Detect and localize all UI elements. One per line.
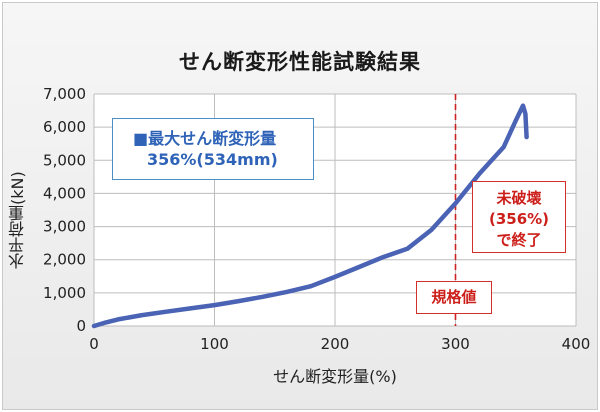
- x-tick-label: 200: [321, 335, 350, 353]
- y-tick-label: 6,000: [43, 118, 86, 136]
- grid: [93, 93, 577, 327]
- x-tick-label: 400: [562, 335, 591, 353]
- y-tick-label: 7,000: [43, 85, 86, 103]
- x-tick-label: 0: [89, 335, 99, 353]
- unbroken-box: 未破壊 (356%) で終了: [472, 181, 566, 253]
- y-tick-label: 1,000: [43, 284, 86, 302]
- series-line: [91, 103, 529, 329]
- standard-value-box: 規格値: [416, 281, 492, 314]
- chart-title: せん断変形性能試験結果: [179, 50, 421, 74]
- x-axis-label: せん断変形量(%): [273, 367, 397, 386]
- y-tick-label: 2,000: [43, 251, 86, 269]
- y-tick-label: 5,000: [43, 151, 86, 169]
- unbroken-line-3: で終了: [496, 231, 542, 249]
- unbroken-line-2: (356%): [488, 210, 550, 228]
- y-tick-label: 4,000: [43, 184, 86, 202]
- tick-labels: 0 1,000 2,000 3,000 4,000 5,000 6,000 7,000 0 100…: [43, 85, 590, 353]
- max-deformation-box: ■最大せん断変形量 356%(534mm): [112, 118, 314, 180]
- max-deformation-label: ■最大せん断変形量: [133, 129, 277, 148]
- max-deformation-value: 356%(534mm): [147, 150, 278, 169]
- y-tick-label: 0: [76, 317, 86, 335]
- x-tick-label: 300: [441, 335, 470, 353]
- x-tick-label: 100: [200, 335, 229, 353]
- y-tick-label: 3,000: [43, 218, 86, 236]
- unbroken-line-1: 未破壊: [496, 189, 542, 207]
